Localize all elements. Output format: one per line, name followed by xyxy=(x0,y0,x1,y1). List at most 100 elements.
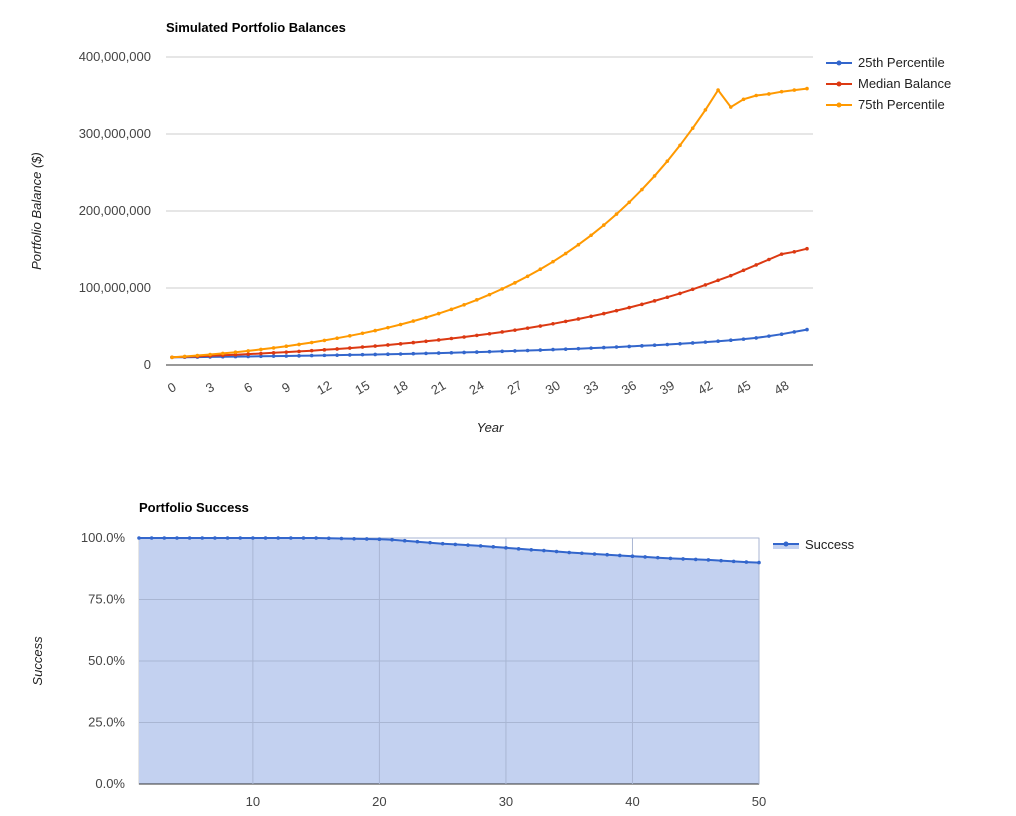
balances-data-point xyxy=(436,338,441,342)
balances-y-tick-label: 100,000,000 xyxy=(79,280,151,295)
balances-data-point xyxy=(805,327,809,332)
balances-x-tick-label: 3 xyxy=(203,379,217,396)
balances-data-point xyxy=(589,314,593,319)
legend-label: 75th Percentile xyxy=(858,97,945,112)
success-data-point xyxy=(681,557,685,561)
balances-data-point xyxy=(716,278,720,283)
balances-data-point xyxy=(538,267,543,272)
balances-data-point xyxy=(487,331,492,336)
balances-data-point xyxy=(678,341,682,346)
balances-legend: 25th Percentile Median Balance 75th Percen… xyxy=(826,55,951,112)
success-data-point xyxy=(225,536,230,540)
balances-data-point xyxy=(602,345,606,350)
success-data-point xyxy=(580,551,584,556)
balances-data-point xyxy=(386,325,390,330)
success-data-point xyxy=(693,557,698,562)
balances-data-point xyxy=(652,299,657,303)
balances-y-axis-title: Portfolio Balance ($) xyxy=(29,152,44,270)
success-data-point xyxy=(478,544,483,548)
balances-data-point xyxy=(741,97,746,102)
balances-data-point xyxy=(678,143,682,148)
balances-data-point xyxy=(462,302,466,307)
balances-data-point xyxy=(233,350,238,355)
balances-data-point xyxy=(767,92,771,96)
balances-data-point xyxy=(754,336,758,340)
balances-data-point xyxy=(525,348,530,353)
balances-data-point xyxy=(779,89,784,94)
balances-data-point xyxy=(246,349,250,353)
balances-data-point xyxy=(525,326,530,330)
balances-y-ticks: 0 100,000,000 200,000,000 300,000,000 400,00… xyxy=(79,49,151,372)
balances-data-point xyxy=(309,340,314,345)
balances-data-point xyxy=(614,212,619,216)
success-data-point xyxy=(440,541,445,546)
success-data-point xyxy=(757,560,761,565)
balances-data-point xyxy=(703,340,708,344)
balances-data-point xyxy=(411,351,416,356)
balances-data-point xyxy=(729,105,733,109)
balances-series-line xyxy=(171,87,808,359)
balances-data-point xyxy=(767,257,771,262)
success-y-tick-label: 0.0% xyxy=(95,776,125,791)
balances-data-point xyxy=(449,350,454,355)
balances-data-point xyxy=(386,343,390,347)
balances-data-point xyxy=(246,352,250,356)
balances-data-point xyxy=(589,346,593,350)
balances-data-point xyxy=(805,246,809,251)
balances-x-tick-label: 45 xyxy=(733,377,753,397)
balances-data-point xyxy=(640,302,644,307)
balances-series xyxy=(170,86,809,360)
success-chart-title: Portfolio Success xyxy=(139,500,249,515)
balances-data-point xyxy=(538,348,543,352)
success-data-point xyxy=(529,548,534,552)
success-data-point xyxy=(605,552,609,557)
success-data-point xyxy=(200,536,205,540)
balances-data-point xyxy=(792,88,797,92)
balances-y-tick-label: 200,000,000 xyxy=(79,203,151,218)
balances-data-point xyxy=(373,328,378,333)
success-data-point xyxy=(162,536,167,540)
balances-data-point xyxy=(436,311,441,316)
success-data-point xyxy=(238,536,243,540)
balances-data-point xyxy=(487,292,492,297)
success-data-point xyxy=(542,548,546,553)
balances-x-tick-label: 42 xyxy=(695,377,715,397)
success-data-point xyxy=(187,536,192,540)
balances-data-point xyxy=(348,353,352,357)
legend-label: Median Balance xyxy=(858,76,951,91)
balances-data-point xyxy=(335,336,339,341)
balances-data-point xyxy=(360,345,365,349)
balances-x-tick-label: 30 xyxy=(543,377,563,397)
balances-data-point xyxy=(614,308,619,313)
balances-y-tick-label: 300,000,000 xyxy=(79,126,151,141)
balances-data-point xyxy=(741,337,746,341)
balances-data-point xyxy=(322,338,327,343)
balances-data-point xyxy=(716,88,720,92)
success-data-point xyxy=(706,558,711,562)
balances-data-point xyxy=(335,347,339,351)
success-data-point xyxy=(213,536,217,540)
balances-data-point xyxy=(678,291,682,296)
balances-chart-title: Simulated Portfolio Balances xyxy=(166,20,346,35)
success-chart: Portfolio Success 0.0%25.0%50.0%75.0%100… xyxy=(30,500,855,809)
balances-x-tick-label: 48 xyxy=(771,377,791,397)
success-data-point xyxy=(377,537,382,542)
balances-data-point xyxy=(729,338,733,343)
success-x-tick-label: 30 xyxy=(499,794,513,809)
balances-data-point xyxy=(665,342,670,347)
success-data-point xyxy=(504,546,508,550)
success-data-point xyxy=(276,536,280,540)
balances-data-point xyxy=(233,352,238,357)
balances-data-point xyxy=(424,339,428,344)
success-y-axis-title: Success xyxy=(30,636,45,686)
balances-data-point xyxy=(779,252,784,256)
balances-data-point xyxy=(335,353,339,357)
balances-data-point xyxy=(614,345,619,349)
balances-data-point xyxy=(284,350,289,354)
balances-data-point xyxy=(767,334,771,338)
balances-data-point xyxy=(360,352,365,357)
balances-data-point xyxy=(322,353,327,358)
balances-data-point xyxy=(627,200,631,205)
balances-data-point xyxy=(652,174,657,178)
balances-data-point xyxy=(652,343,657,348)
